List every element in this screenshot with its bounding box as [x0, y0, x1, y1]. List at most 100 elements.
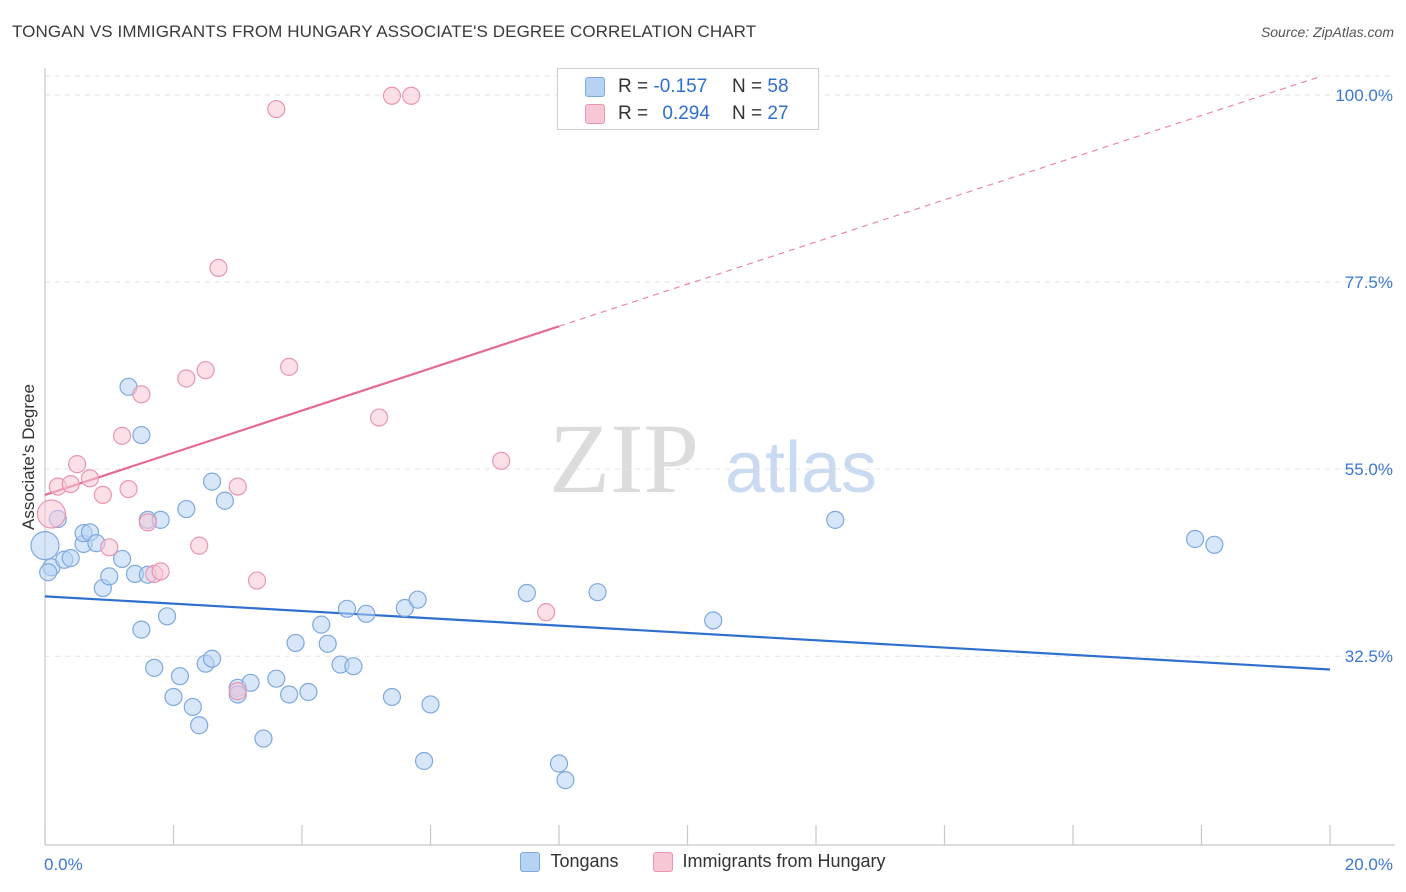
point-pink — [190, 536, 209, 555]
legend-swatch-blue — [520, 851, 541, 872]
point-pink — [112, 426, 132, 445]
n-label: N = — [732, 103, 763, 124]
point-pink — [61, 474, 80, 494]
stats-swatch-pink — [585, 104, 605, 124]
point-blue — [132, 620, 151, 639]
point-pink — [370, 408, 389, 427]
point-blue — [202, 472, 222, 491]
point-pink — [100, 538, 119, 557]
grid-lines — [45, 75, 1395, 657]
legend-swatch-pink — [652, 851, 673, 872]
trend-line-pink-extension — [558, 75, 1323, 327]
bottom-legend: Tongans Immigrants from Hungary — [0, 851, 1406, 872]
n-value: 27 — [767, 103, 789, 124]
point-pink — [138, 513, 157, 532]
point-blue — [39, 563, 58, 582]
point-blue — [312, 615, 331, 634]
point-blue — [414, 751, 434, 771]
point-blue — [1205, 535, 1224, 554]
point-blue — [190, 716, 209, 735]
chart-title: TONGAN VS IMMIGRANTS FROM HUNGARY ASSOCI… — [12, 22, 757, 41]
point-blue — [826, 510, 845, 529]
point-pink — [151, 562, 170, 581]
r-value: -0.157 — [653, 76, 708, 97]
point-pink — [228, 477, 247, 496]
point-blue — [286, 633, 305, 653]
point-blue — [254, 729, 273, 748]
watermark: ZIP atlas — [549, 403, 877, 514]
y-tick-label: 100.0% — [1335, 86, 1393, 105]
stats-legend: R = -0.157 N = 58 R = 0.294 N = 27 — [557, 68, 819, 130]
point-blue — [267, 669, 286, 688]
point-blue — [1185, 529, 1205, 549]
watermark-atlas: atlas — [725, 428, 877, 508]
point-pink — [196, 361, 215, 380]
point-pink — [492, 451, 511, 470]
point-blue — [556, 771, 575, 790]
point-pink — [280, 357, 299, 376]
point-blue — [157, 607, 177, 626]
data-points — [30, 86, 1224, 790]
point-blue — [132, 425, 151, 445]
n-label: N = — [732, 76, 763, 97]
r-label: R = — [618, 76, 649, 97]
point-pink — [93, 485, 112, 505]
trend-line-pink — [44, 325, 560, 496]
y-tick-label: 55.0% — [1345, 460, 1393, 479]
point-pink — [267, 99, 286, 119]
point-blue — [421, 695, 440, 714]
r-value: 0.294 — [662, 103, 710, 124]
source-label: Source: ZipAtlas.com — [1260, 24, 1394, 40]
point-blue — [704, 611, 723, 630]
point-pink — [247, 571, 267, 590]
point-blue — [145, 658, 164, 677]
point-blue — [588, 583, 607, 602]
point-blue — [215, 491, 234, 510]
point-blue — [177, 499, 196, 519]
point-pink — [80, 469, 100, 488]
point-pink — [36, 499, 67, 529]
x-tick-label: 0.0% — [44, 855, 83, 874]
point-blue — [517, 583, 536, 603]
point-blue — [357, 604, 376, 623]
point-blue — [344, 657, 363, 676]
y-tick-label: 77.5% — [1345, 273, 1393, 292]
point-pink — [132, 385, 151, 404]
point-pink — [402, 86, 421, 105]
point-blue — [382, 687, 402, 707]
legend-item-tongans[interactable]: Tongans — [520, 851, 619, 872]
point-pink — [228, 682, 247, 701]
point-pink — [209, 258, 228, 278]
point-blue — [202, 649, 222, 668]
legend-item-hungary[interactable]: Immigrants from Hungary — [652, 851, 886, 872]
point-blue — [337, 599, 357, 618]
y-tick-label: 32.5% — [1345, 647, 1393, 666]
point-blue — [61, 549, 80, 568]
point-blue — [241, 673, 260, 692]
legend-label-tongans: Tongans — [550, 851, 619, 871]
tick-labels: 32.5% 55.0% 77.5% 100.0% 0.0% 20.0% — [44, 86, 1393, 874]
point-blue — [299, 682, 318, 702]
point-pink — [382, 86, 402, 105]
point-pink — [537, 603, 556, 622]
point-blue — [280, 685, 299, 704]
stats-swatch-blue — [585, 77, 605, 97]
point-blue — [100, 567, 119, 586]
r-label: R = — [618, 103, 649, 124]
point-blue — [170, 667, 190, 686]
point-pink — [68, 455, 87, 474]
watermark-zip: ZIP — [549, 403, 699, 514]
point-blue — [549, 754, 569, 773]
trend-lines — [44, 75, 1331, 671]
trend-line-blue — [44, 595, 1331, 671]
point-blue — [395, 598, 414, 618]
point-blue — [183, 697, 202, 717]
point-pink — [119, 479, 138, 499]
point-blue — [408, 590, 427, 609]
point-blue — [112, 549, 132, 569]
y-axis-label: Associate's Degree — [19, 384, 38, 530]
legend-label-hungary: Immigrants from Hungary — [682, 851, 886, 871]
axes — [44, 68, 1395, 846]
n-value: 58 — [767, 76, 789, 97]
